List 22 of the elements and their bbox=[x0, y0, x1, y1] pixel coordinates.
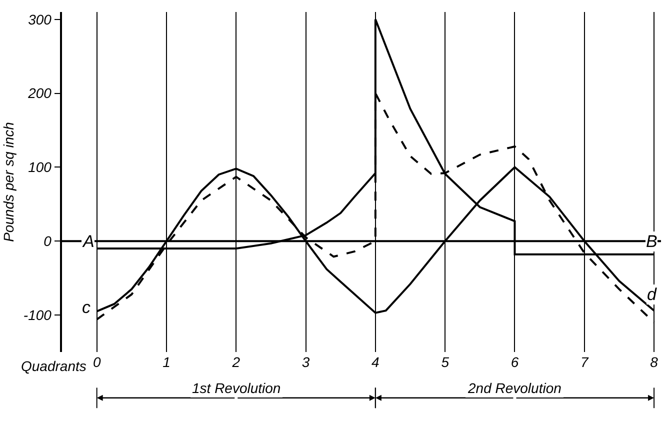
annotation: B bbox=[646, 232, 658, 251]
x-tick-label: 2 bbox=[231, 354, 240, 370]
x-tick-label: 4 bbox=[372, 354, 380, 370]
x-tick-label: 1 bbox=[162, 354, 170, 370]
y-axis-title: Pounds per sq inch bbox=[0, 122, 17, 242]
y-tick-label: 200 bbox=[27, 85, 52, 102]
x-tick-label: 6 bbox=[510, 354, 519, 370]
annotation: A bbox=[82, 232, 94, 251]
y-tick-label: 100 bbox=[28, 159, 52, 176]
x-tick-label: 0 bbox=[92, 354, 101, 370]
x-tick-label: 5 bbox=[441, 354, 450, 370]
text: 1st Revolution bbox=[192, 380, 281, 396]
x-tick-label: 7 bbox=[580, 354, 590, 370]
y-tick-label: 0 bbox=[44, 233, 52, 250]
x-axis-title: Quadrants bbox=[21, 358, 86, 374]
annotation: c bbox=[82, 298, 91, 317]
text: 2nd Revolution bbox=[467, 380, 562, 396]
y-tick-label: 300 bbox=[28, 11, 52, 28]
annotation: d bbox=[647, 285, 657, 304]
y-tick-label: -100 bbox=[23, 306, 52, 323]
x-tick-label: 8 bbox=[650, 354, 658, 370]
x-tick-label: 3 bbox=[302, 354, 310, 370]
